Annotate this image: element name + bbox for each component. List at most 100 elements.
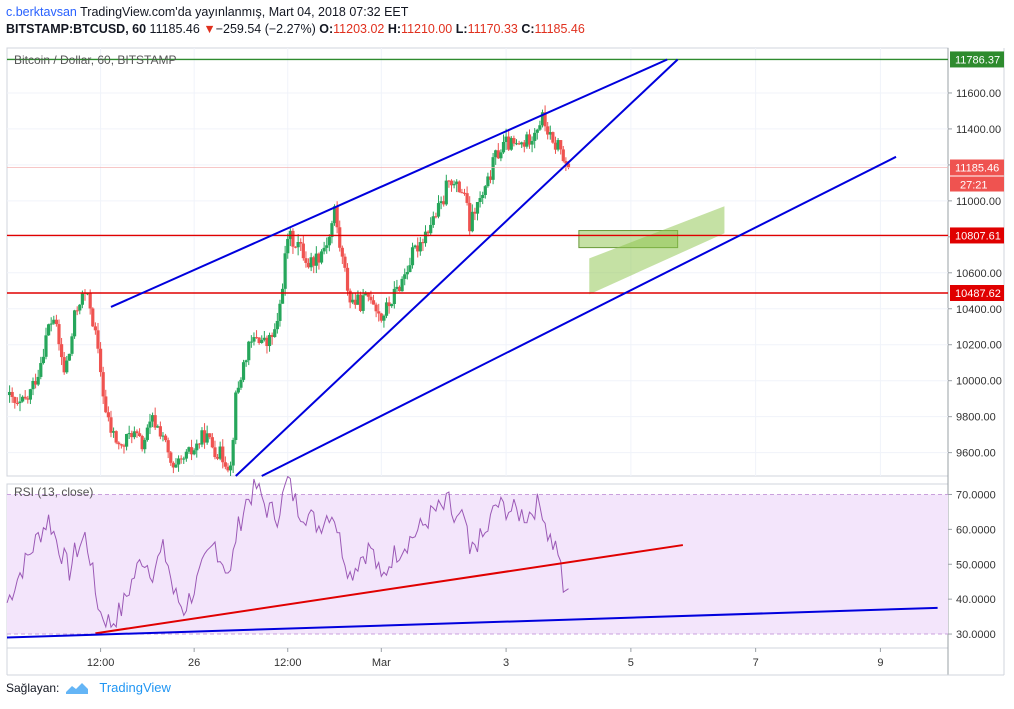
candle-body	[208, 433, 212, 438]
candle-body	[278, 303, 282, 321]
candle-body	[218, 446, 222, 459]
candle-body	[192, 450, 196, 455]
candle-body	[447, 180, 451, 182]
candle-body	[374, 304, 378, 312]
candle-body	[522, 142, 526, 147]
candle-body	[200, 430, 204, 445]
time-tick-label: 3	[503, 657, 509, 669]
symbol-label: BITSTAMP:BTCUSD, 60	[6, 22, 147, 36]
candle-body	[540, 112, 545, 126]
tradingview-logo-icon	[66, 682, 89, 694]
resistance-price-label: 11786.37	[955, 54, 1000, 66]
candle-body	[423, 231, 428, 244]
support-trendline[interactable]	[261, 155, 897, 477]
candle-body	[249, 341, 253, 343]
candle-body	[130, 433, 134, 438]
candle-body	[299, 242, 303, 244]
high-label: H:	[387, 22, 402, 36]
candle-body	[257, 337, 261, 343]
candle-body	[280, 288, 285, 304]
candle-body	[96, 330, 100, 349]
candle-body	[468, 202, 472, 232]
candle-body	[319, 251, 324, 263]
candle-body	[241, 362, 246, 380]
candle-body	[213, 447, 217, 458]
support-price-label-upper: 10807.61	[955, 230, 1001, 242]
candle-body	[195, 443, 199, 451]
wedge-lower-trendline[interactable]	[235, 58, 679, 477]
candle-body	[488, 176, 493, 180]
candle-body	[377, 311, 381, 314]
candle-body	[327, 236, 331, 246]
candle-body	[306, 262, 311, 268]
author-link[interactable]: c.berktavsan	[6, 5, 77, 19]
rsi-trendline-red[interactable]	[95, 544, 684, 635]
footer: Sağlayan: TradingView	[6, 680, 171, 695]
candle-body	[517, 143, 521, 145]
rsi-tick-label: 70.0000	[956, 489, 996, 501]
candle-body	[270, 334, 274, 338]
candle-body	[504, 136, 508, 142]
candle-body	[291, 230, 295, 247]
wedge-upper-trendline[interactable]	[110, 58, 668, 308]
candle-body	[535, 129, 539, 133]
candle-body	[78, 304, 82, 311]
candle-body	[57, 324, 61, 345]
candle-body	[473, 211, 477, 214]
time-tick-label: 12:00	[274, 657, 302, 669]
candle-body	[59, 344, 64, 358]
candle-body	[75, 310, 79, 312]
tradingview-brand-link[interactable]: TradingView	[99, 680, 171, 695]
countdown-label: 27:21	[960, 180, 988, 192]
candle-body	[304, 258, 308, 263]
candle-body	[231, 440, 235, 466]
candle-body	[538, 125, 542, 130]
candle-body	[44, 335, 48, 357]
candle-body	[65, 360, 69, 373]
candle-body	[314, 253, 318, 266]
candle-body	[166, 440, 170, 453]
rsi-band	[7, 494, 948, 635]
publish-line: c.berktavsan TradingView.com'da yayınlan…	[6, 4, 585, 21]
candle-body	[390, 304, 394, 307]
candle-body	[457, 181, 461, 193]
candle-body	[49, 323, 53, 325]
open-value: 11203.02	[333, 22, 385, 36]
candle-body	[80, 292, 84, 305]
candle-body	[91, 308, 95, 327]
main-pane[interactable]	[6, 47, 949, 477]
candle-body	[143, 439, 147, 450]
candle-body	[416, 245, 420, 252]
high-value: 11210.00	[401, 22, 453, 36]
time-tick-label: Mar	[372, 657, 391, 669]
candle-body	[559, 140, 563, 150]
candle-body	[158, 426, 162, 437]
rsi-trendline-blue[interactable]	[6, 606, 938, 639]
candle-body	[31, 381, 35, 390]
projection-channel-zone[interactable]	[589, 206, 725, 295]
candle-body	[561, 149, 565, 162]
candle-body	[553, 142, 558, 150]
candle-body	[275, 320, 279, 330]
candle-body	[169, 452, 173, 463]
candle-body	[566, 163, 571, 168]
candle-body	[335, 206, 339, 228]
candle-body	[117, 442, 121, 445]
candle-body	[491, 157, 495, 180]
candle-body	[455, 181, 459, 185]
rsi-title: RSI (13, close)	[14, 485, 93, 499]
ohlc-line: BITSTAMP:BTCUSD, 60 11185.46 ▼−259.54 (−…	[6, 21, 585, 38]
candle-body	[405, 271, 409, 275]
low-label: L:	[455, 22, 468, 36]
candle-body	[33, 381, 38, 385]
candle-body	[312, 257, 316, 266]
close-value: 11185.46	[534, 22, 585, 36]
candle-body	[124, 434, 129, 447]
candle-body	[530, 140, 534, 145]
candle-body	[351, 299, 355, 303]
candle-body	[499, 152, 503, 159]
last-price-label-box	[950, 159, 1004, 176]
candle-body	[322, 247, 326, 252]
candle-body	[366, 292, 370, 297]
